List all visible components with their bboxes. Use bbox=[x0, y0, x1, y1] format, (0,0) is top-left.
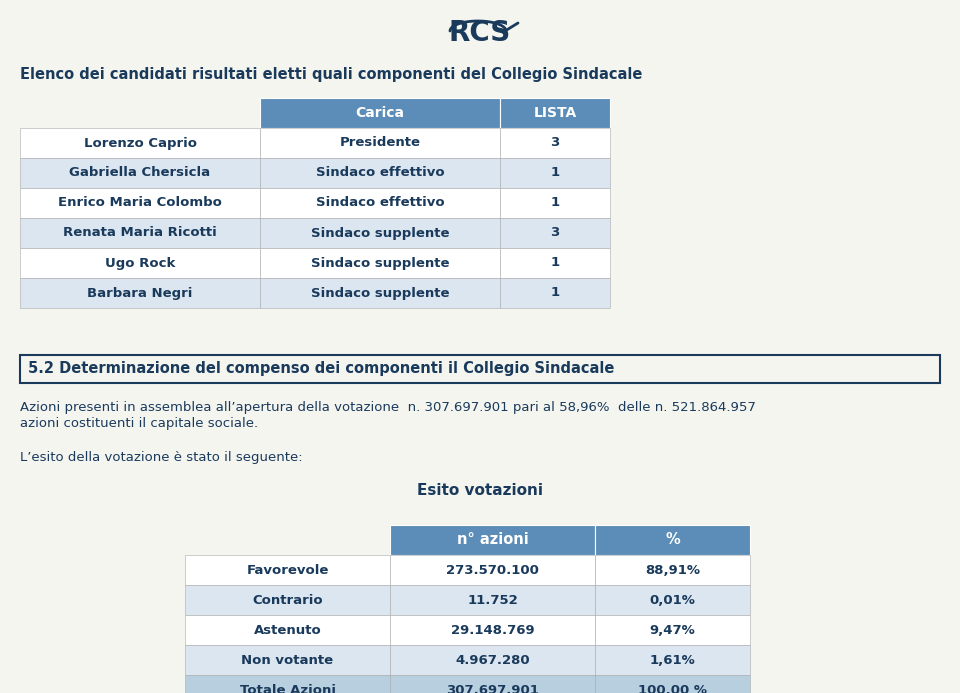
Text: Sindaco supplente: Sindaco supplente bbox=[311, 256, 449, 270]
Text: 4.967.280: 4.967.280 bbox=[455, 653, 530, 667]
Bar bbox=[260, 218, 500, 248]
Text: Azioni presenti in assemblea all’apertura della votazione  n. 307.697.901 pari a: Azioni presenti in assemblea all’apertur… bbox=[20, 401, 756, 414]
Text: 11.752: 11.752 bbox=[468, 593, 517, 606]
Text: Elenco dei candidati risultati eletti quali componenti del Collegio Sindacale: Elenco dei candidati risultati eletti qu… bbox=[20, 67, 642, 82]
Text: Enrico Maria Colombo: Enrico Maria Colombo bbox=[58, 197, 222, 209]
Text: 1: 1 bbox=[550, 286, 560, 299]
Text: RCS: RCS bbox=[449, 19, 511, 47]
Text: Lorenzo Caprio: Lorenzo Caprio bbox=[84, 137, 197, 150]
Bar bbox=[185, 585, 390, 615]
Bar bbox=[20, 218, 260, 248]
Bar bbox=[595, 525, 750, 555]
Text: 0,01%: 0,01% bbox=[650, 593, 695, 606]
Bar bbox=[20, 128, 260, 158]
Text: 88,91%: 88,91% bbox=[645, 563, 700, 577]
Bar bbox=[390, 585, 595, 615]
Bar bbox=[595, 675, 750, 693]
Bar bbox=[500, 278, 610, 308]
Text: Barbara Negri: Barbara Negri bbox=[87, 286, 193, 299]
Text: 9,47%: 9,47% bbox=[650, 624, 695, 636]
Bar bbox=[500, 218, 610, 248]
Bar bbox=[185, 555, 390, 585]
Text: Sindaco effettivo: Sindaco effettivo bbox=[316, 166, 444, 179]
Bar bbox=[185, 615, 390, 645]
Bar bbox=[260, 278, 500, 308]
Bar bbox=[260, 188, 500, 218]
Bar bbox=[595, 615, 750, 645]
Text: %: % bbox=[665, 532, 680, 547]
Bar bbox=[20, 248, 260, 278]
Text: Presidente: Presidente bbox=[340, 137, 420, 150]
Text: Gabriella Chersicla: Gabriella Chersicla bbox=[69, 166, 210, 179]
Text: Sindaco effettivo: Sindaco effettivo bbox=[316, 197, 444, 209]
Bar bbox=[500, 128, 610, 158]
Bar bbox=[500, 188, 610, 218]
Text: 1,61%: 1,61% bbox=[650, 653, 695, 667]
Bar bbox=[20, 278, 260, 308]
Bar bbox=[390, 525, 595, 555]
Bar bbox=[390, 615, 595, 645]
Text: 1: 1 bbox=[550, 166, 560, 179]
Bar bbox=[390, 645, 595, 675]
Text: 100,00 %: 100,00 % bbox=[638, 683, 707, 693]
Bar bbox=[185, 675, 390, 693]
Bar bbox=[185, 645, 390, 675]
Bar bbox=[260, 128, 500, 158]
Text: LISTA: LISTA bbox=[534, 106, 577, 120]
Text: 273.570.100: 273.570.100 bbox=[446, 563, 539, 577]
Text: 1: 1 bbox=[550, 197, 560, 209]
Bar bbox=[500, 158, 610, 188]
Text: 5.2 Determinazione del compenso dei componenti il Collegio Sindacale: 5.2 Determinazione del compenso dei comp… bbox=[28, 362, 614, 376]
Bar bbox=[500, 98, 610, 128]
Bar bbox=[260, 158, 500, 188]
Bar bbox=[20, 158, 260, 188]
Bar bbox=[260, 98, 500, 128]
Text: Totale Azioni: Totale Azioni bbox=[239, 683, 335, 693]
Text: 1: 1 bbox=[550, 256, 560, 270]
Text: Astenuto: Astenuto bbox=[253, 624, 322, 636]
Bar bbox=[20, 188, 260, 218]
Text: azioni costituenti il capitale sociale.: azioni costituenti il capitale sociale. bbox=[20, 417, 258, 430]
Text: Carica: Carica bbox=[355, 106, 404, 120]
Text: Favorevole: Favorevole bbox=[247, 563, 328, 577]
Text: L’esito della votazione è stato il seguente:: L’esito della votazione è stato il segue… bbox=[20, 451, 302, 464]
Bar bbox=[390, 675, 595, 693]
Text: Contrario: Contrario bbox=[252, 593, 323, 606]
Bar bbox=[595, 645, 750, 675]
Bar bbox=[390, 555, 595, 585]
Text: 307.697.901: 307.697.901 bbox=[446, 683, 539, 693]
Text: Sindaco supplente: Sindaco supplente bbox=[311, 227, 449, 240]
Text: Renata Maria Ricotti: Renata Maria Ricotti bbox=[63, 227, 217, 240]
Text: Ugo Rock: Ugo Rock bbox=[105, 256, 175, 270]
Text: Non votante: Non votante bbox=[241, 653, 333, 667]
Bar bbox=[595, 555, 750, 585]
Bar bbox=[260, 248, 500, 278]
Text: Esito votazioni: Esito votazioni bbox=[417, 483, 543, 498]
Text: n° azioni: n° azioni bbox=[457, 532, 528, 547]
Text: Sindaco supplente: Sindaco supplente bbox=[311, 286, 449, 299]
Bar bbox=[595, 585, 750, 615]
Text: 3: 3 bbox=[550, 137, 560, 150]
Text: 29.148.769: 29.148.769 bbox=[450, 624, 535, 636]
Bar bbox=[20, 355, 940, 383]
Text: 3: 3 bbox=[550, 227, 560, 240]
Bar bbox=[500, 248, 610, 278]
